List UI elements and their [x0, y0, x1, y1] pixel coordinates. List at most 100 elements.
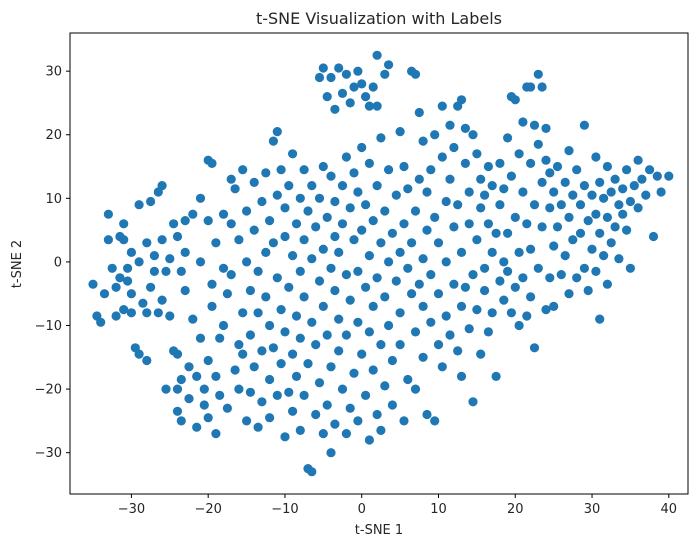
- data-point: [138, 298, 148, 308]
- data-point: [284, 282, 294, 292]
- data-point: [337, 181, 348, 191]
- chart-title: t-SNE Visualization with Labels: [256, 9, 502, 28]
- data-point: [238, 349, 248, 359]
- data-point: [249, 177, 259, 187]
- data-point: [268, 343, 278, 353]
- data-point: [656, 187, 666, 197]
- data-point: [445, 174, 455, 184]
- data-point: [526, 244, 536, 254]
- data-point: [441, 257, 451, 267]
- data-point: [460, 123, 470, 133]
- data-point: [456, 301, 467, 311]
- data-point: [276, 359, 286, 369]
- data-point: [249, 225, 259, 235]
- data-point: [307, 181, 317, 191]
- data-point: [472, 305, 482, 315]
- data-point: [242, 206, 252, 216]
- data-point: [418, 352, 428, 362]
- data-point: [172, 349, 183, 359]
- data-point: [384, 60, 394, 70]
- y-tick-label: 10: [45, 192, 62, 207]
- data-point: [176, 416, 186, 426]
- data-point: [495, 158, 505, 168]
- data-point: [414, 174, 424, 184]
- data-point: [203, 413, 213, 423]
- data-point: [499, 184, 509, 194]
- data-point: [288, 406, 298, 416]
- data-point: [322, 212, 332, 222]
- data-point: [410, 206, 421, 216]
- data-point: [314, 193, 325, 203]
- data-point: [119, 305, 129, 315]
- data-point: [506, 308, 516, 318]
- data-point: [226, 219, 236, 229]
- data-point: [368, 365, 378, 375]
- data-point: [476, 349, 486, 359]
- data-point: [326, 362, 336, 372]
- data-point: [203, 355, 213, 366]
- data-point: [368, 216, 378, 226]
- data-point: [334, 63, 344, 73]
- data-point: [472, 149, 482, 159]
- data-point: [245, 387, 255, 397]
- data-point: [334, 346, 344, 356]
- data-point: [629, 181, 639, 191]
- data-point: [307, 317, 317, 327]
- data-point: [345, 203, 355, 213]
- data-point: [552, 222, 563, 232]
- data-point: [238, 308, 248, 318]
- data-point: [184, 362, 194, 372]
- data-point: [433, 340, 444, 350]
- data-point: [180, 285, 190, 296]
- data-point: [257, 346, 267, 356]
- data-point: [303, 359, 313, 369]
- data-point: [349, 235, 359, 245]
- data-point: [395, 308, 405, 318]
- data-point: [541, 305, 551, 315]
- data-point: [514, 149, 524, 159]
- data-point: [295, 425, 305, 435]
- data-point: [172, 384, 183, 394]
- data-point: [625, 196, 636, 207]
- data-point: [146, 196, 156, 207]
- data-point: [591, 209, 601, 219]
- data-point: [288, 251, 298, 261]
- data-point: [533, 139, 543, 149]
- data-point: [445, 330, 455, 340]
- data-point: [376, 133, 386, 143]
- data-point: [595, 177, 605, 187]
- data-point: [480, 190, 490, 200]
- data-point: [441, 311, 451, 321]
- data-point: [238, 165, 248, 175]
- data-point: [280, 327, 290, 337]
- x-tick-label: 20: [507, 502, 524, 517]
- data-point: [295, 193, 305, 203]
- data-point: [545, 203, 555, 213]
- data-point: [583, 285, 593, 296]
- data-point: [349, 168, 359, 178]
- data-point: [552, 161, 563, 172]
- data-point: [195, 257, 206, 267]
- data-point: [265, 413, 275, 423]
- x-tick-label: −30: [118, 502, 145, 517]
- data-point: [318, 161, 328, 172]
- data-point: [230, 365, 240, 375]
- data-point: [199, 384, 209, 394]
- data-point: [537, 82, 547, 92]
- data-point: [364, 327, 374, 337]
- data-point: [495, 200, 505, 210]
- data-point: [165, 311, 175, 321]
- data-point: [337, 384, 348, 394]
- data-point: [664, 171, 674, 181]
- data-point: [361, 200, 371, 210]
- data-point: [195, 333, 206, 343]
- data-point: [211, 371, 221, 381]
- data-point: [602, 279, 613, 289]
- data-point: [261, 247, 271, 257]
- data-point: [487, 308, 497, 318]
- data-point: [326, 72, 336, 83]
- data-point: [341, 152, 351, 162]
- data-point: [318, 301, 328, 311]
- data-point: [291, 371, 302, 381]
- data-point: [372, 273, 382, 283]
